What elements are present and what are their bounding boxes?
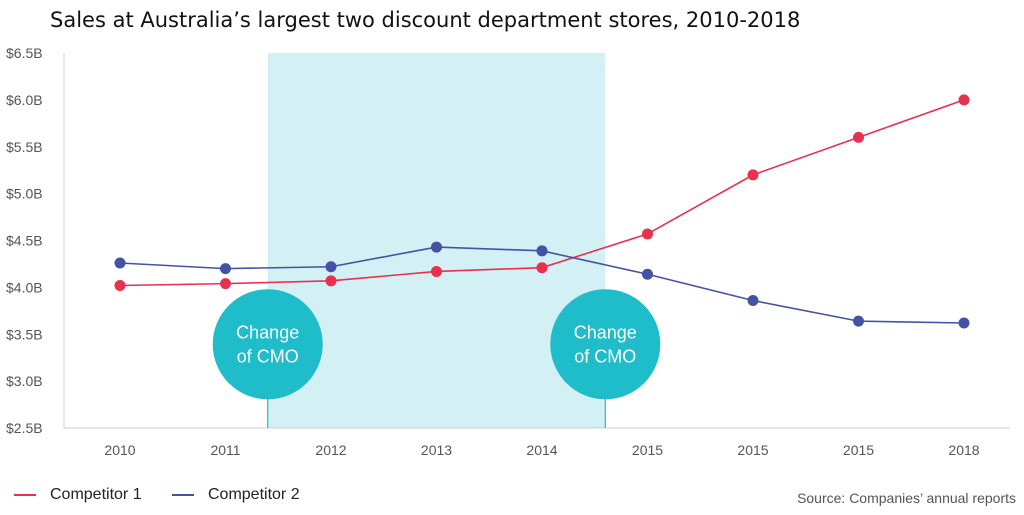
y-tick-label: $3.0B (6, 373, 43, 389)
y-tick-label: $4.5B (6, 233, 43, 249)
y-tick-label: $5.0B (6, 186, 43, 202)
data-point-competitor-2 (536, 245, 548, 257)
highlight-band (267, 53, 606, 428)
data-point-competitor-1 (325, 275, 337, 287)
legend-item-competitor-2: Competitor 2 (172, 486, 300, 504)
legend-label-competitor-1: Competitor 1 (50, 486, 142, 503)
data-point-competitor-2 (642, 268, 653, 280)
y-tick-label: $2.5B (6, 420, 43, 436)
x-tick-label: 2013 (421, 442, 452, 458)
data-point-competitor-1 (220, 278, 231, 290)
annotation-bubble (550, 289, 661, 400)
data-point-competitor-1 (747, 169, 759, 181)
annotation-text-line2: of CMO (574, 346, 636, 366)
data-point-competitor-1 (114, 280, 126, 291)
data-point-competitor-2 (114, 257, 126, 269)
annotation-text-line2: of CMO (237, 346, 299, 366)
source-note: Source: Companies’ annual reports (797, 490, 1016, 506)
y-tick-label: $6.5B (6, 45, 43, 61)
data-point-competitor-2 (325, 261, 337, 273)
data-point-competitor-2 (220, 263, 231, 275)
legend-label-competitor-2: Competitor 2 (208, 486, 300, 503)
data-point-competitor-1 (853, 131, 864, 143)
x-tick-label: 2015 (843, 442, 874, 458)
annotation-bubble (212, 289, 323, 400)
x-tick-label: 2015 (737, 442, 768, 458)
line-chart: $2.5B $3.0B $3.5B $4.0B $4.5B $5.0B $5.5B $6.0B… (6, 45, 1010, 458)
y-tick-label: $5.5B (6, 139, 43, 155)
data-point-competitor-1 (958, 94, 970, 106)
x-tick-label: 2010 (104, 442, 135, 458)
data-point-competitor-1 (536, 262, 548, 274)
data-point-competitor-1 (642, 228, 653, 240)
annotation-text-line1: Change (574, 322, 637, 342)
data-point-competitor-2 (958, 317, 970, 329)
y-tick-label: $3.5B (6, 326, 43, 342)
x-tick-label: 2011 (210, 442, 240, 458)
y-tick-label: $4.0B (6, 279, 43, 295)
x-tick-label: 2012 (315, 442, 346, 458)
legend-swatch-competitor-1 (14, 494, 36, 496)
data-point-competitor-2 (747, 295, 759, 306)
y-tick-label: $6.0B (6, 92, 43, 108)
x-tick-label: 2018 (948, 442, 979, 458)
chart-title: Sales at Australia’s largest two discoun… (50, 8, 801, 32)
legend-swatch-competitor-2 (172, 494, 194, 496)
legend-item-competitor-1: Competitor 1 (14, 486, 142, 504)
data-point-competitor-2 (853, 315, 864, 327)
annotation-text-line1: Change (236, 322, 299, 342)
x-tick-label: 2014 (526, 442, 557, 458)
data-point-competitor-2 (431, 241, 442, 253)
data-point-competitor-1 (431, 265, 442, 277)
x-tick-label: 2015 (632, 442, 663, 458)
